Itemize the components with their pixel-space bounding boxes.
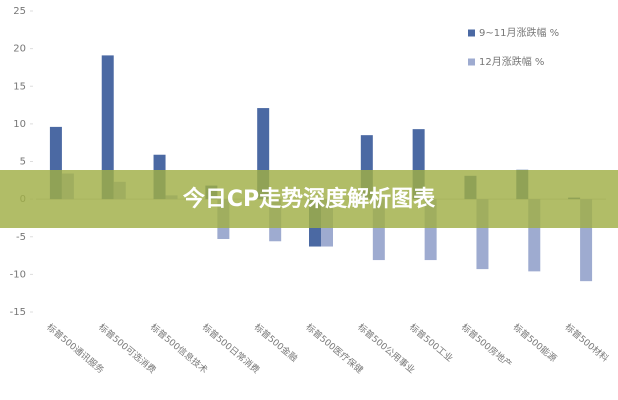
y-tick-label: -10 [10,269,26,280]
x-tick-label: 标普500金融 [252,321,300,364]
y-tick-label: 25 [13,6,26,17]
y-tick-label: -5 [16,232,26,243]
x-tick-label: 标普500能源 [511,321,559,364]
legend-label: 12月涨跌幅 % [479,55,544,68]
x-tick-label: 标普500房地产 [459,321,514,370]
y-tick-label: 15 [13,81,26,92]
legend-label: 9~11月涨跌幅 % [479,26,559,39]
x-tick-label: 标普500材料 [563,321,611,364]
y-tick-label: 20 [13,44,26,55]
x-tick-label: 标普500工业 [407,321,455,364]
y-tick-label: 10 [13,119,26,130]
y-tick-label: -15 [10,307,26,318]
banner-band [0,170,618,228]
banner-title: 今日CP走势深度解析图表 [183,186,436,212]
y-tick-label: 5 [20,157,26,168]
legend-swatch [468,29,475,37]
bar [101,55,114,200]
legend-swatch [468,58,475,66]
